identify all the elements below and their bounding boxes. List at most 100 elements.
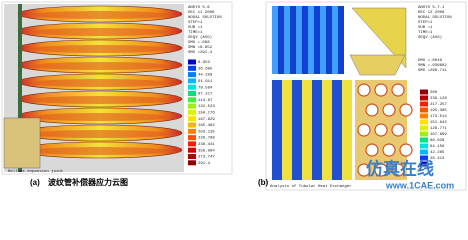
legend-label: 220.788 — [198, 137, 215, 141]
legend-swatch — [188, 84, 196, 90]
sector — [351, 7, 407, 69]
stripe — [302, 80, 312, 180]
legend-swatch — [188, 109, 196, 115]
legend-swatch — [188, 103, 196, 109]
legend-label: 42.285 — [430, 151, 445, 155]
legend-label: 97.217 — [198, 93, 213, 97]
header-line: ANSYS 5.6 — [188, 6, 210, 10]
legend-swatch — [420, 101, 428, 107]
panel-label: (a) — [30, 178, 40, 187]
stripe — [314, 6, 320, 74]
legend-swatch — [188, 72, 196, 78]
hole — [391, 163, 405, 177]
sector-base — [349, 54, 406, 76]
legend-swatch — [188, 128, 196, 134]
legend-label: 256.094 — [198, 149, 215, 153]
hole — [399, 143, 413, 157]
footer: Analysis of Tubular Heat Exchanger — [270, 184, 352, 189]
legend-label: 239.128 — [430, 97, 447, 101]
header-line: SUB =1 — [418, 26, 433, 30]
legend-swatch — [420, 149, 428, 155]
stripe — [320, 6, 326, 74]
hole — [374, 83, 388, 97]
legend-swatch — [188, 116, 196, 122]
convolution-inner — [30, 96, 170, 104]
header-line: SMX =291.4 — [188, 51, 213, 55]
footer: Bellows expansion joint — [8, 169, 63, 174]
legend-label: 129.771 — [430, 127, 447, 131]
header-line: TIME=1 — [418, 31, 433, 35]
panel-label: (b) — [258, 178, 269, 187]
legend-label: 107.899 — [430, 133, 447, 137]
header-line: NODAL SOLUTION — [188, 16, 222, 20]
convolution-inner — [30, 45, 170, 53]
legend-label: 61.911 — [198, 80, 213, 84]
hole — [357, 83, 371, 97]
legend-swatch — [188, 147, 196, 153]
legend-label: 20.413 — [430, 157, 445, 161]
hole — [399, 103, 413, 117]
hole — [374, 163, 388, 177]
legend-swatch — [420, 131, 428, 137]
stripe — [342, 80, 352, 180]
tube-sheet-bottom — [272, 80, 352, 180]
hole — [365, 103, 379, 117]
stripe — [272, 80, 282, 180]
legend-label: 203.135 — [198, 130, 215, 134]
legend-label: 217.257 — [430, 103, 447, 107]
header-line: STEP=1 — [188, 21, 203, 25]
header-line: SEQV (AVG) — [188, 35, 212, 40]
header-line: DMX =.098 — [188, 41, 210, 45]
legend-label: 173.514 — [430, 115, 447, 119]
side-line: SMN =.036882 — [418, 64, 447, 68]
legend-label: 195.385 — [430, 109, 447, 113]
stripe — [332, 6, 338, 74]
watermark-title: 仿真在线 — [366, 158, 434, 178]
hole — [382, 143, 396, 157]
legend-swatch — [188, 135, 196, 141]
hole — [391, 123, 405, 137]
legend-swatch — [420, 89, 428, 95]
convolution-inner — [30, 113, 170, 121]
stripe — [332, 80, 342, 180]
legend-swatch — [188, 97, 196, 103]
inset — [3, 117, 41, 169]
legend-label: 150.176 — [198, 111, 215, 115]
legend-label: 44.258 — [198, 74, 213, 78]
header-line: ANSYS 5.7.1 — [418, 6, 445, 10]
header-line: SMN =8.952 — [188, 46, 213, 50]
header-line: TIME=1 — [188, 31, 203, 35]
side-line: DMX =.0049 — [418, 59, 443, 63]
header-line: DEC 11 2006 — [188, 11, 215, 15]
header-line: SEQV (AVG) — [418, 35, 442, 40]
stripe — [326, 6, 332, 74]
legend-swatch — [420, 113, 428, 119]
convolution-inner — [30, 79, 170, 87]
hole — [391, 83, 405, 97]
convolution-inner — [30, 62, 170, 70]
convolution-inner — [30, 11, 170, 19]
stripe — [308, 6, 314, 74]
header-line: STEP=1 — [418, 21, 433, 25]
legend-label: 8.952 — [198, 61, 211, 65]
stripe — [296, 6, 302, 74]
stripe — [272, 6, 278, 74]
stripe — [312, 80, 322, 180]
legend-label: 167.829 — [198, 118, 215, 122]
legend-label: 151.642 — [430, 121, 447, 125]
legend-swatch — [188, 154, 196, 159]
legend-label: 185.482 — [198, 124, 215, 128]
stripe — [338, 6, 344, 74]
legend-swatch — [420, 143, 428, 149]
convolution-inner — [30, 28, 170, 36]
legend-swatch — [420, 125, 428, 131]
stripe — [284, 6, 290, 74]
legend-label: 273.747 — [198, 156, 215, 160]
legend-swatch — [188, 78, 196, 84]
legend-label: 291.4 — [198, 162, 211, 166]
stripe — [282, 80, 292, 180]
legend-label: 64.156 — [430, 145, 445, 149]
legend-label: 260 — [430, 91, 438, 95]
hole — [374, 123, 388, 137]
caption: 波纹管补偿器应力云图 — [48, 177, 128, 187]
